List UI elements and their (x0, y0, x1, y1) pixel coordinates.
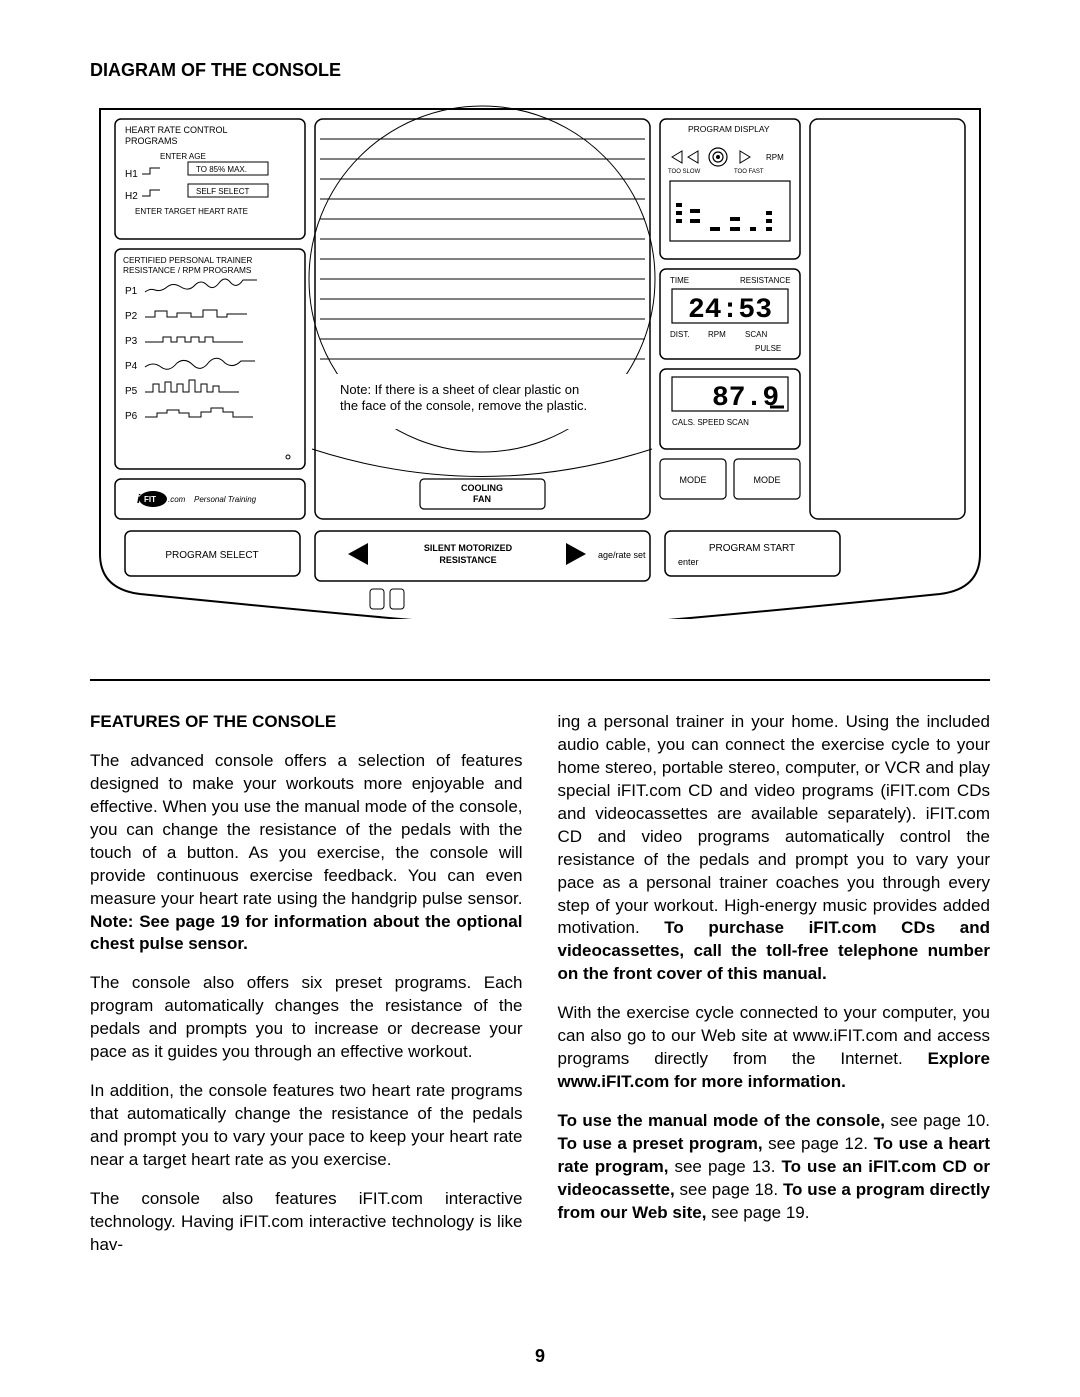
resistance-label: RESISTANCE (740, 276, 791, 285)
self-select: SELF SELECT (196, 187, 249, 196)
page-title: DIAGRAM OF THE CONSOLE (90, 60, 990, 81)
center-panel: Note: If there is a sheet of clear plast… (309, 106, 655, 519)
ifit-panel: FIT i .com Personal Training (115, 479, 305, 519)
rpm-label: RPM (766, 153, 784, 162)
trainer-header: CERTIFIED PERSONAL TRAINERRESISTANCE / R… (123, 255, 252, 275)
enter-target: ENTER TARGET HEART RATE (135, 207, 248, 216)
to85: TO 85% MAX. (196, 165, 247, 174)
silent-resistance-2: RESISTANCE (439, 555, 496, 565)
rpm2-label: RPM (708, 330, 726, 339)
p4-label: P4 (125, 361, 138, 372)
para6a: With the exercise cycle connected to you… (558, 1003, 991, 1068)
time-label: TIME (670, 276, 689, 285)
too-slow: TOO SLOW (668, 169, 701, 175)
p7b1: To use the manual mode of the console, (558, 1111, 885, 1130)
p7s1: see page 10. (885, 1111, 990, 1130)
p6-label: P6 (125, 411, 138, 422)
mode2-label: MODE (754, 475, 781, 485)
h2-label: H2 (125, 191, 138, 202)
trainer-programs-panel: CERTIFIED PERSONAL TRAINERRESISTANCE / R… (115, 249, 305, 469)
console-diagram: HEART RATE CONTROLPROGRAMS ENTER AGE H1 … (90, 99, 990, 619)
para2: The console also offers six preset progr… (90, 972, 523, 1064)
lcd-panel-1: TIME RESISTANCE 24:53 DIST. RPM SCAN PUL… (660, 269, 800, 359)
p7s2: see page 12. (763, 1134, 874, 1153)
para7: To use the manual mode of the console, s… (558, 1110, 991, 1225)
p7b2: To use a preset program, (558, 1134, 763, 1153)
lcd2-value: 87.9 (712, 383, 779, 414)
down-icon[interactable] (348, 543, 368, 565)
p2-label: P2 (125, 311, 138, 322)
lcd1-value: 24:53 (688, 295, 772, 326)
program-start-button[interactable]: PROGRAM START enter (665, 531, 840, 576)
p3-label: P3 (125, 336, 138, 347)
para1: The advanced console offers a selection … (90, 750, 523, 956)
right-blank-panel (810, 119, 965, 519)
cooling-fan-2: FAN (473, 494, 491, 504)
p1-label: P1 (125, 286, 138, 297)
para1a: The advanced console offers a selection … (90, 751, 523, 908)
features-heading: FEATURES OF THE CONSOLE (90, 711, 523, 734)
resistance-control[interactable]: SILENT MOTORIZED RESISTANCE age/rate set (315, 531, 650, 581)
program-display-label: PROGRAM DISPLAY (688, 124, 770, 134)
mode1-label: MODE (680, 475, 707, 485)
program-display-panel: PROGRAM DISPLAY RPM TOO SLOW TOO FAST (660, 119, 800, 259)
age-rate-set: age/rate set (598, 550, 646, 560)
enter-label: enter (678, 557, 699, 567)
enter-age: ENTER AGE (160, 152, 206, 161)
para5: ing a personal trainer in your home. Usi… (558, 711, 991, 986)
p5-label: P5 (125, 386, 138, 397)
up-icon[interactable] (566, 543, 586, 565)
cooling-fan-1: COOLING (461, 483, 503, 493)
rpm-icons: RPM TOO SLOW TOO FAST (668, 148, 784, 175)
dist-label: DIST. (670, 330, 690, 339)
scan-label: SCAN (745, 330, 767, 339)
para1b: Note: See page 19 for information about … (90, 912, 523, 954)
page-number: 9 (0, 1346, 1080, 1367)
pulse-label: PULSE (755, 344, 781, 353)
right-column: ing a personal trainer in your home. Usi… (558, 711, 991, 1273)
note-line: Note: If there is a sheet of clear plast… (340, 382, 587, 413)
svg-text:.com: .com (168, 495, 186, 504)
p7s4: see page 18. (675, 1180, 783, 1199)
too-fast: TOO FAST (734, 169, 764, 175)
para4: The console also features iFIT.com inter… (90, 1188, 523, 1257)
para6: With the exercise cycle connected to you… (558, 1002, 991, 1094)
p7s5: see page 19. (706, 1203, 809, 1222)
para3: In addition, the console features two he… (90, 1080, 523, 1172)
program-start-label: PROGRAM START (709, 543, 795, 554)
left-column: FEATURES OF THE CONSOLE The advanced con… (90, 711, 523, 1273)
svg-text:FIT: FIT (144, 495, 156, 504)
diagram-container: HEART RATE CONTROLPROGRAMS ENTER AGE H1 … (90, 99, 990, 681)
mode-buttons: MODE MODE (660, 459, 800, 499)
cals-speed-scan: CALS. SPEED SCAN (672, 418, 749, 427)
hr-programs-panel: HEART RATE CONTROLPROGRAMS ENTER AGE H1 … (115, 119, 305, 239)
body-columns: FEATURES OF THE CONSOLE The advanced con… (90, 711, 990, 1273)
program-select-button[interactable]: PROGRAM SELECT (125, 531, 300, 576)
program-select-label: PROGRAM SELECT (165, 550, 258, 561)
para5a: ing a personal trainer in your home. Usi… (558, 712, 991, 937)
hr-header-1: HEART RATE CONTROLPROGRAMS (125, 125, 228, 146)
svg-text:Personal Training: Personal Training (194, 495, 257, 504)
lcd-panel-2: 87.9 87.9 CALS. SPEED SCAN (660, 369, 800, 449)
h1-label: H1 (125, 169, 138, 180)
silent-resistance-1: SILENT MOTORIZED (424, 543, 513, 553)
p7s3: see page 13. (668, 1157, 781, 1176)
